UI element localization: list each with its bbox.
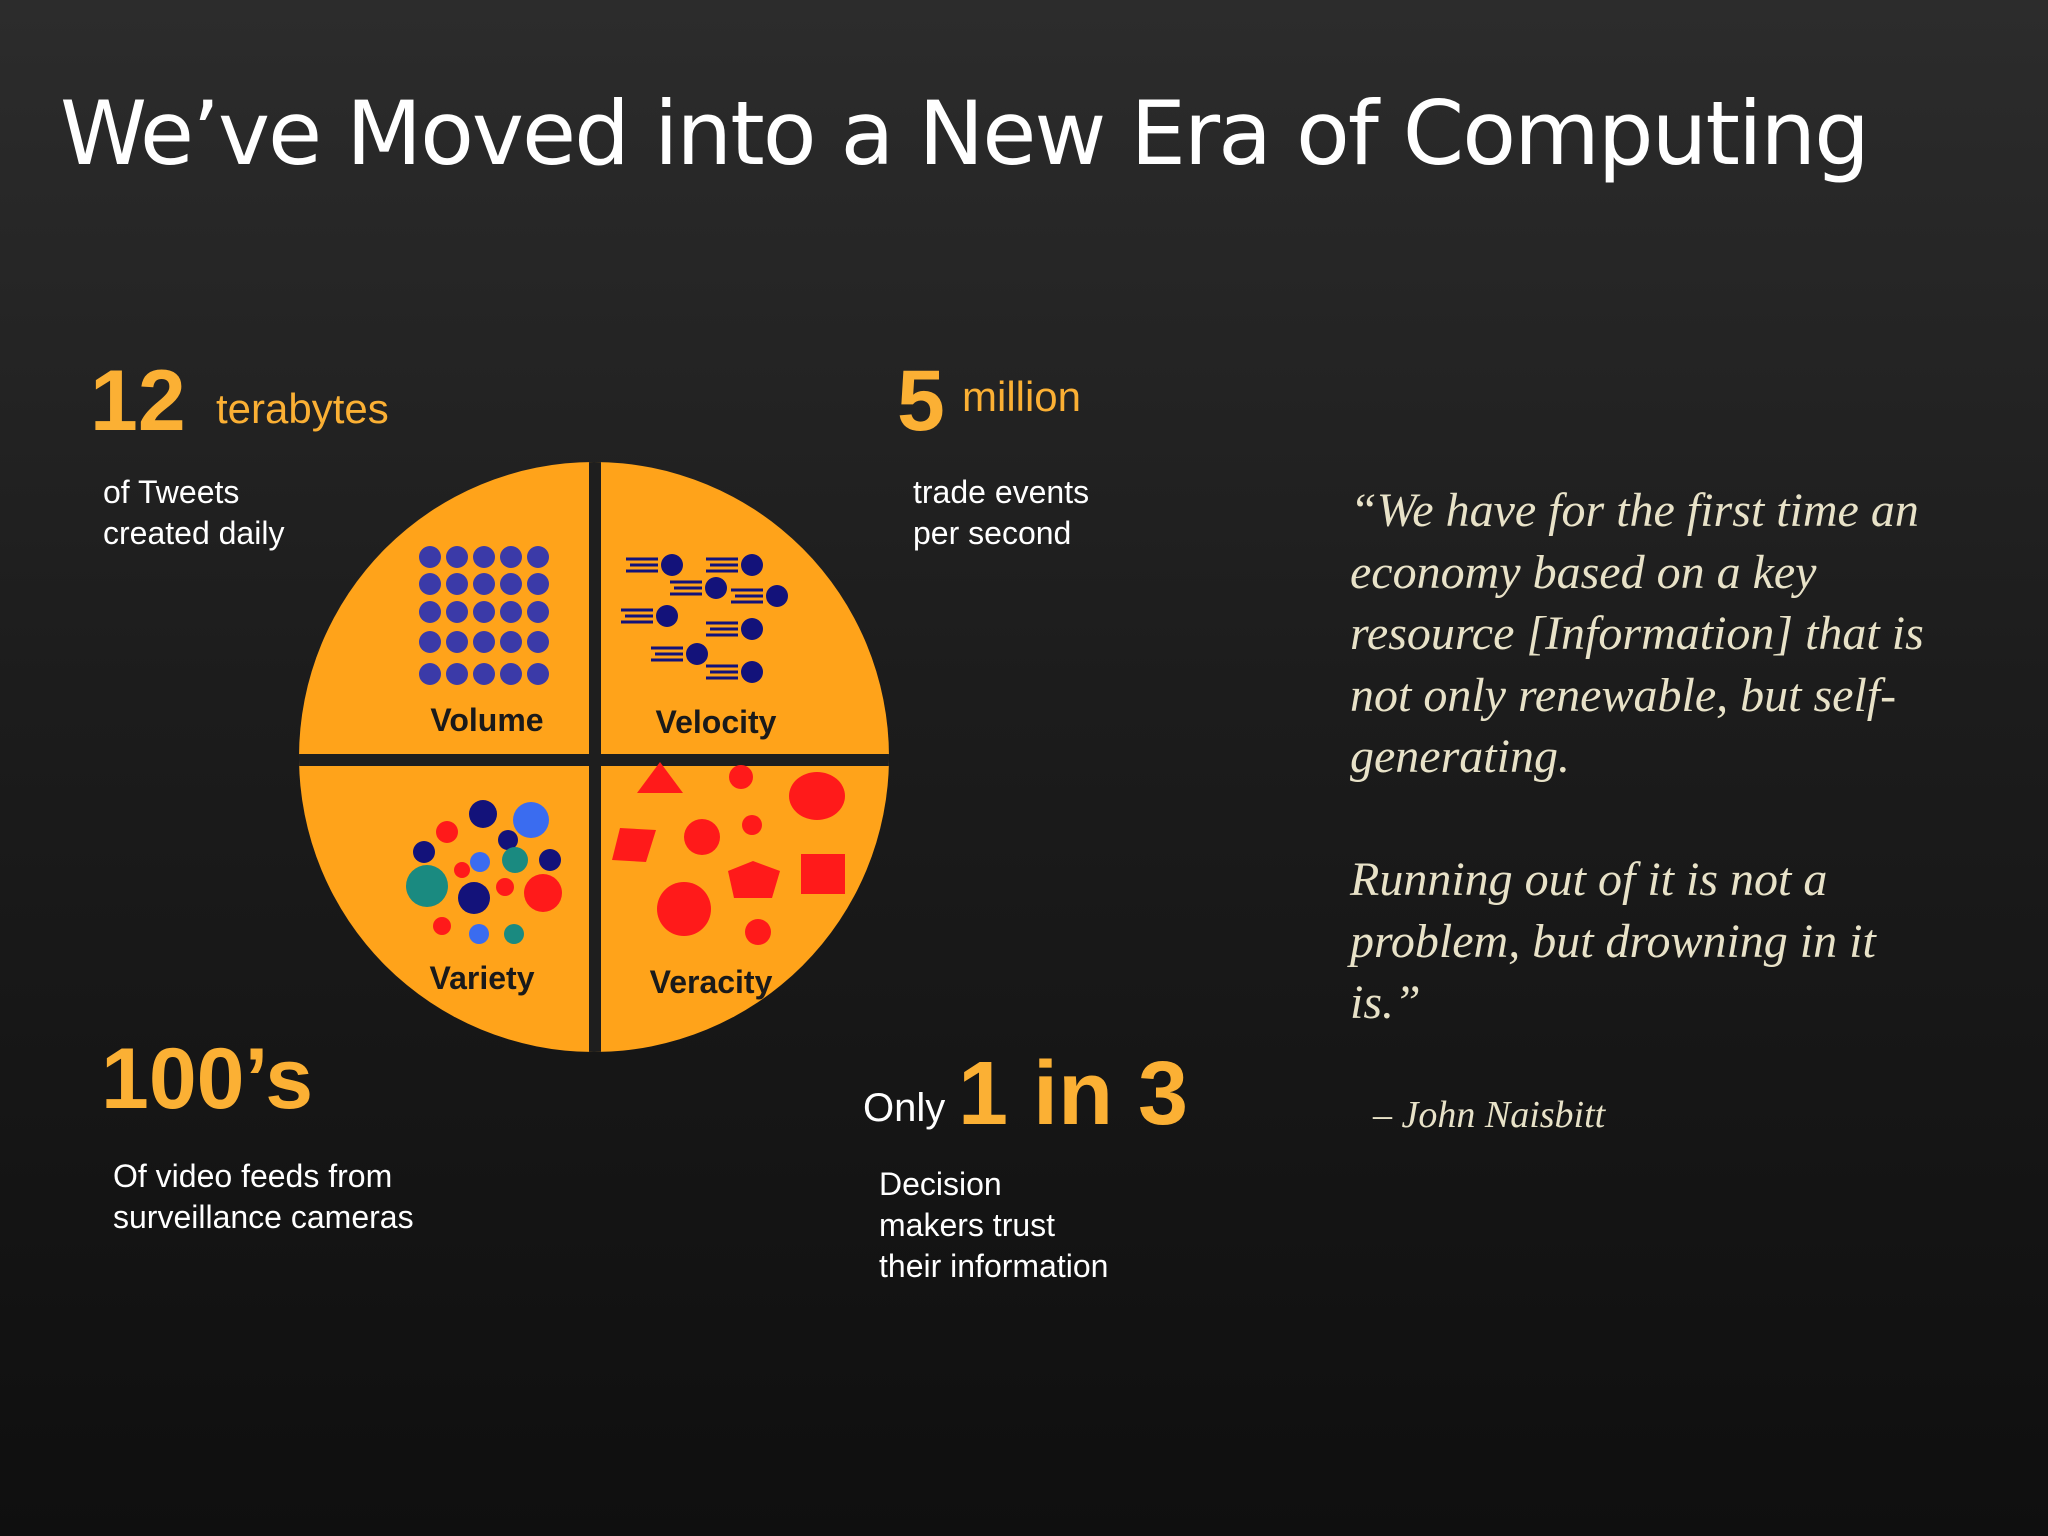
veracity-red-shapes-icon: [612, 762, 845, 945]
stat-video-number: 100’s: [101, 1031, 314, 1127]
quadrant-label-volume: Volume: [430, 702, 543, 738]
stat-trades-unit: million: [962, 373, 1082, 420]
quote-attribution: – John Naisbitt: [1373, 1094, 1606, 1136]
quadrant-label-veracity: Veracity: [650, 964, 773, 1000]
quadrant-label-velocity: Velocity: [656, 704, 777, 740]
stat-trust-description: Decision makers trust their information: [879, 1166, 1109, 1284]
stat-tweets-number: 12: [90, 353, 186, 449]
stat-video-description: Of video feeds from surveillance cameras: [113, 1158, 414, 1235]
stat-tweets-unit: terabytes: [216, 385, 389, 432]
stat-trades-number: 5: [897, 353, 945, 449]
naisbitt-quote: “We have for the first time an economy b…: [1350, 484, 1924, 1029]
stat-trust-number: 1 in 3: [958, 1044, 1189, 1144]
slide-title: We’ve Moved into a New Era of Computing: [60, 82, 1870, 185]
quadrant-label-variety: Variety: [430, 960, 535, 996]
stat-tweets-description: of Tweets created daily: [103, 474, 285, 551]
variety-mixed-dots-icon: [406, 800, 562, 944]
diagram-horizontal-divider: [299, 754, 889, 766]
stat-trust-prefix: Only: [863, 1086, 946, 1130]
stat-trades-description: trade events per second: [913, 474, 1090, 551]
